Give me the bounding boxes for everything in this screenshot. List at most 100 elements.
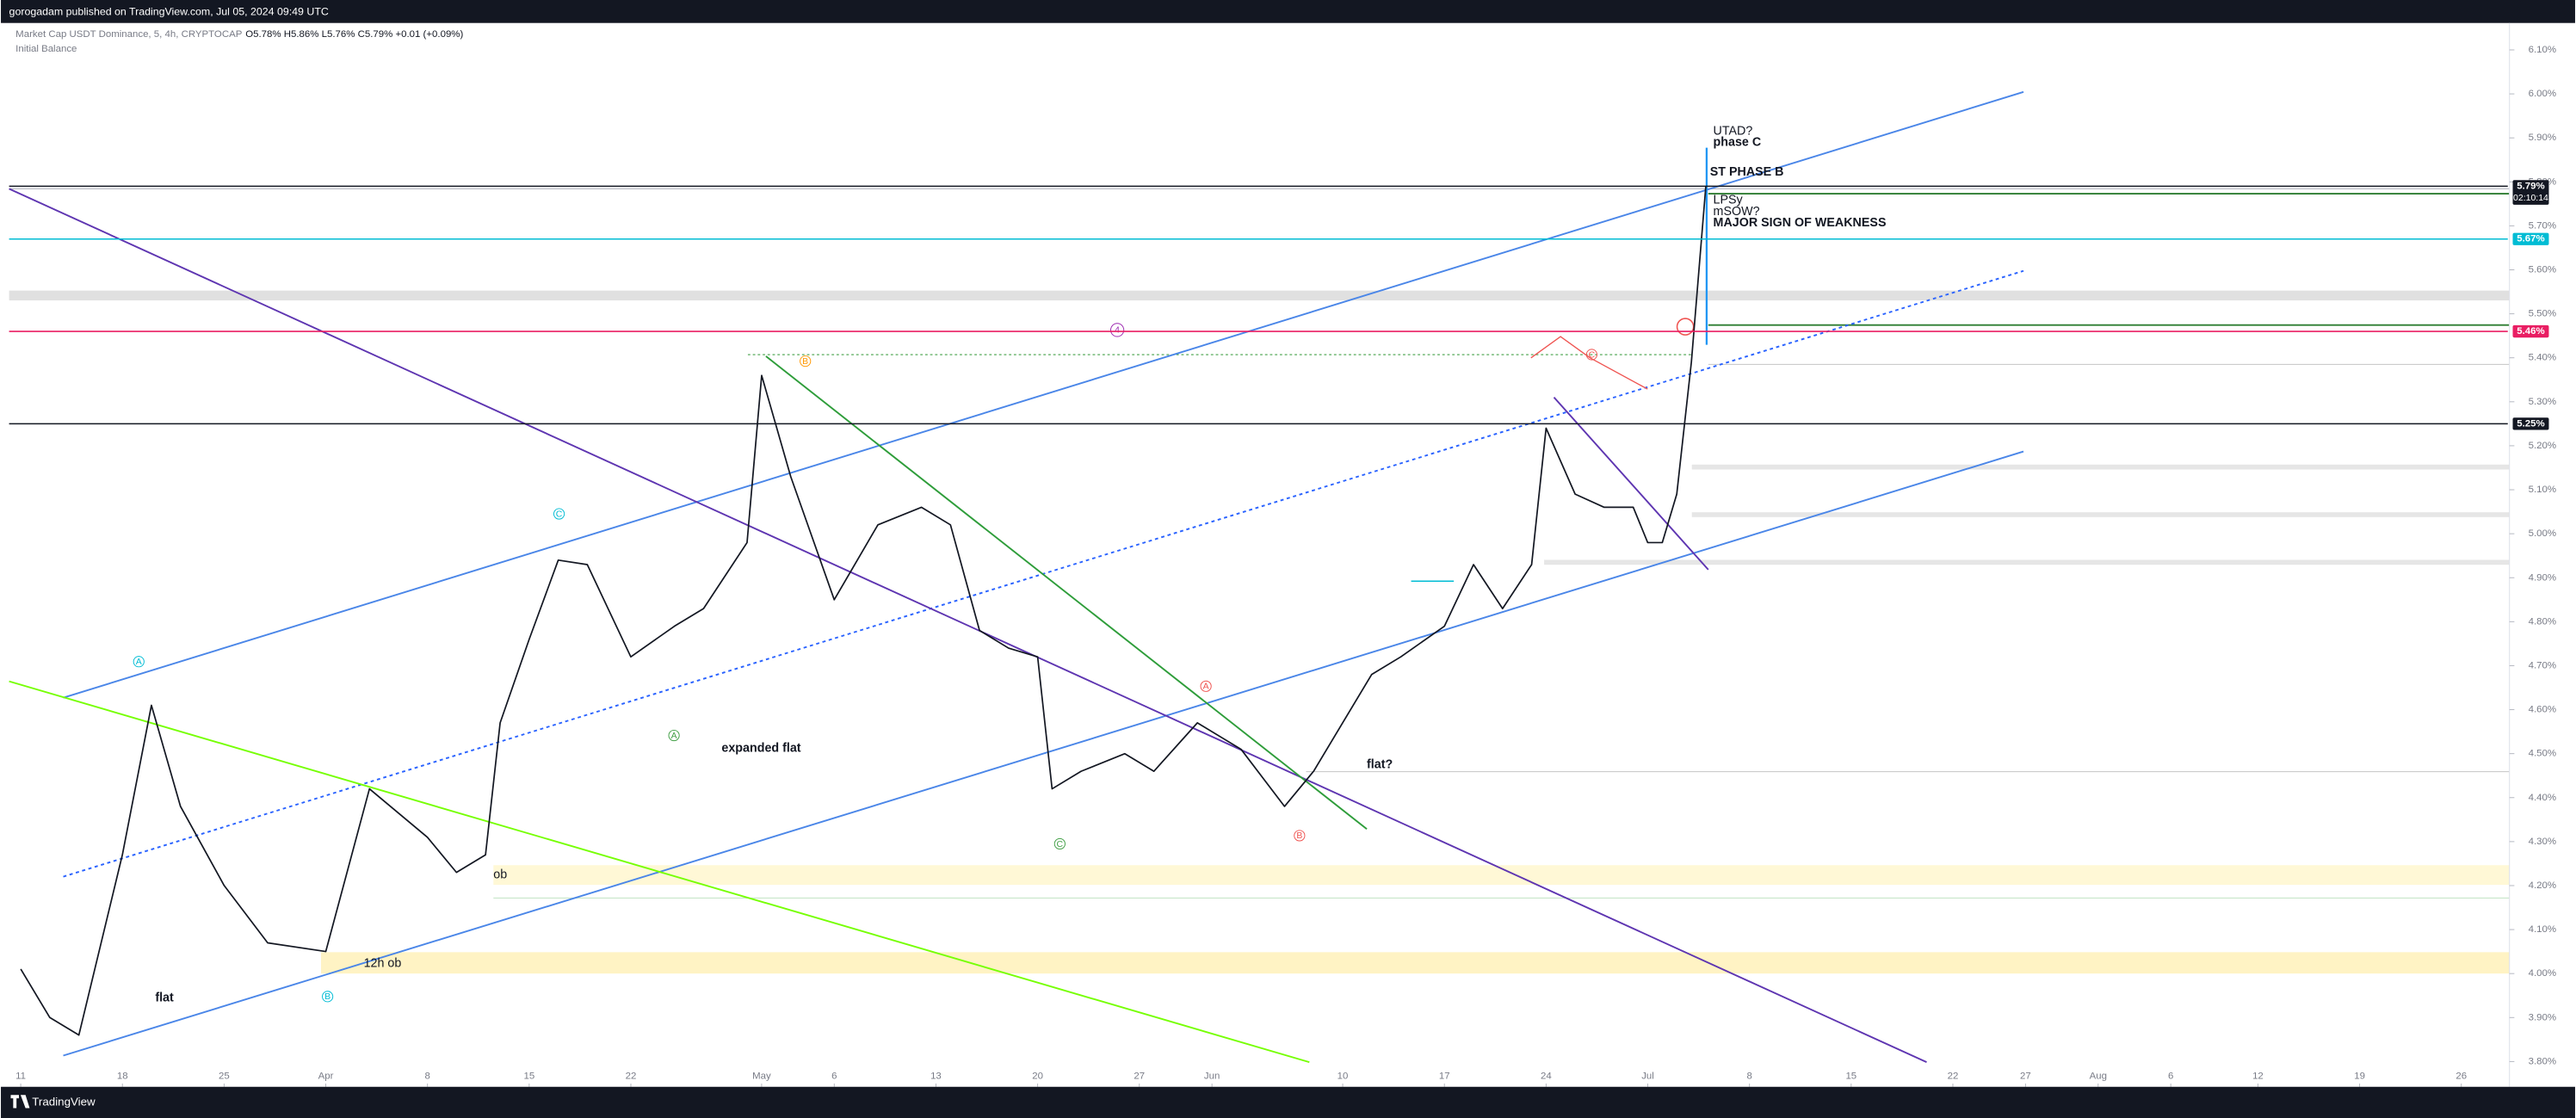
y-tick-label: 5.50% <box>2529 309 2556 319</box>
x-tick-label: 22 <box>626 1071 637 1081</box>
x-tick-label: 8 <box>1746 1071 1751 1081</box>
ohlc: O5.78% H5.86% L5.76% C5.79% +0.01 (+0.09… <box>245 29 463 40</box>
wave-label: C <box>1057 840 1064 849</box>
trend-line <box>63 90 2024 699</box>
wave-circle <box>133 656 145 668</box>
wave-label: A <box>671 732 677 741</box>
x-tick-label: 25 <box>219 1071 230 1081</box>
publisher: gorogadam published on TradingView.com, … <box>9 6 329 18</box>
x-tick-label: 12 <box>2252 1071 2264 1081</box>
annotation: phase C <box>1714 136 1762 150</box>
annotation: expanded flat <box>721 742 800 756</box>
annotation: ob <box>493 868 507 881</box>
y-tick-label: 5.70% <box>2529 220 2556 231</box>
price-badge <box>2512 417 2549 430</box>
price-badge-label: 5.67% <box>2517 234 2544 244</box>
zone <box>9 290 2510 301</box>
logo <box>10 1095 30 1109</box>
countdown: 02:10:14 <box>2513 194 2548 203</box>
x-tick-label: 26 <box>2456 1071 2467 1081</box>
wave-label: B <box>1296 831 1302 841</box>
y-tick-label: 4.20% <box>2529 880 2556 891</box>
price-badge-label: 5.25% <box>2517 418 2544 429</box>
annotation: mSOW? <box>1714 205 1760 219</box>
x-tick-label: Aug <box>2090 1071 2107 1081</box>
price-badge <box>2512 180 2549 205</box>
price-badge <box>2512 232 2549 245</box>
trend-line <box>63 450 2024 1057</box>
wave-circle <box>800 355 812 368</box>
y-tick-label: 5.10% <box>2529 485 2556 495</box>
x-tick-label: 15 <box>523 1071 534 1081</box>
y-tick-label: 5.20% <box>2529 441 2556 451</box>
x-tick-label: 10 <box>1337 1071 1349 1081</box>
price-badge <box>2512 324 2549 338</box>
price-badge-label: 5.46% <box>2517 326 2544 337</box>
x-tick-label: 18 <box>117 1071 128 1081</box>
x-tick-label: 11 <box>15 1071 26 1081</box>
trend-line <box>1553 396 1709 571</box>
y-tick-label: 5.90% <box>2529 133 2556 143</box>
annotation: flat? <box>1367 758 1393 772</box>
y-tick-label: 3.80% <box>2529 1056 2556 1066</box>
y-tick-label: 5.30% <box>2529 397 2556 407</box>
zone <box>1544 559 2510 565</box>
y-tick-label: 4.10% <box>2529 924 2556 935</box>
annotation: 12h ob <box>364 956 402 970</box>
zone <box>1691 512 2510 517</box>
wave-circle <box>1053 837 1066 850</box>
x-tick-label: 6 <box>831 1071 837 1081</box>
marker-circle <box>1676 318 1695 336</box>
x-tick-label: 8 <box>424 1071 429 1081</box>
symbol-title: Market Cap USDT Dominance, 5, 4h, CRYPTO… <box>15 29 243 40</box>
x-tick-label: Apr <box>318 1071 334 1081</box>
trend-line <box>9 680 1310 1064</box>
bottom-bar <box>1 1086 2575 1118</box>
price-badge-label: 5.79% <box>2517 181 2544 191</box>
arrow <box>1530 336 1591 359</box>
y-tick-label: 4.30% <box>2529 837 2556 847</box>
y-tick-label: 3.90% <box>2529 1012 2556 1022</box>
wave-circle <box>668 729 680 742</box>
trend-line <box>765 355 1368 831</box>
y-tick-label: 6.10% <box>2529 45 2556 55</box>
x-tick-label: Jun <box>1204 1071 1220 1081</box>
x-tick-label: 27 <box>1134 1071 1145 1081</box>
wave-label: B <box>802 357 808 367</box>
wave-label: 4 <box>1115 326 1120 336</box>
annotation: ST PHASE B <box>1710 165 1784 179</box>
annotation: flat <box>155 991 174 1005</box>
wave-label: A <box>136 658 142 667</box>
wave-circle <box>322 991 334 1003</box>
wave-circle <box>1200 680 1212 692</box>
wave-circle <box>553 508 565 520</box>
wave-circle <box>1294 830 1306 842</box>
annotation: LPSy <box>1714 193 1744 207</box>
wave-label: B <box>324 992 330 1002</box>
annotations: UTAD? phase C ST PHASE B LPSy mSOW? MAJO… <box>136 124 1887 1004</box>
x-tick-label: 19 <box>2354 1071 2365 1081</box>
top-bar <box>1 0 2575 23</box>
price-line <box>20 186 1707 1036</box>
wave-label: A <box>1203 683 1209 692</box>
zone <box>1691 464 2510 470</box>
drawings <box>9 22 2511 1087</box>
zone <box>493 865 2510 886</box>
zone <box>320 952 2510 974</box>
plot: 3.80% 3.90% 4.00% 4.10% 4.20% 4.30% 4.40% 4.50%… <box>9 45 2556 1087</box>
brand: TradingView <box>32 1095 96 1108</box>
y-tick-label: 4.80% <box>2529 616 2556 627</box>
y-tick-label: 4.00% <box>2529 968 2556 979</box>
x-tick-label: May <box>752 1071 771 1081</box>
y-tick-label: 5.40% <box>2529 353 2556 363</box>
annotation: UTAD? <box>1714 124 1753 138</box>
y-tick-label: 4.70% <box>2529 660 2556 670</box>
x-tick-label: 20 <box>1032 1071 1043 1081</box>
x-tick-label: 27 <box>2020 1071 2031 1081</box>
x-tick-label: 15 <box>1845 1071 1856 1081</box>
arrow <box>1590 357 1648 390</box>
y-tick-label: 4.60% <box>2529 705 2556 715</box>
wave-label: C <box>1589 350 1596 360</box>
